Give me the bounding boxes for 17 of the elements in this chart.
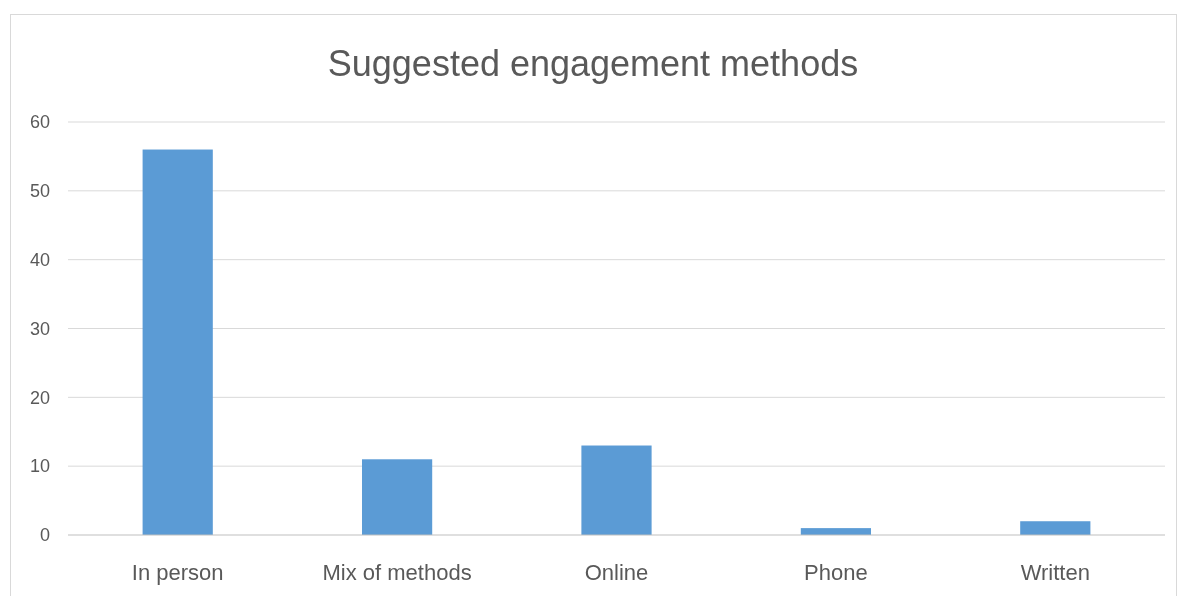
y-tick-label: 0	[39, 525, 50, 546]
chart-title: Suggested engagement methods	[327, 43, 859, 84]
x-tick-label: In person	[131, 560, 224, 585]
y-tick-label: 40	[29, 249, 50, 270]
y-tick-label: 10	[29, 456, 50, 477]
bar	[581, 445, 652, 535]
x-tick-label: Phone	[804, 560, 868, 585]
y-tick-label: 20	[29, 387, 50, 408]
bar	[142, 149, 213, 535]
bar	[1020, 521, 1091, 535]
x-tick-label: Mix of methods	[322, 560, 472, 585]
x-tick-label: Written	[1020, 560, 1090, 585]
y-tick-label: 50	[29, 181, 50, 202]
x-tick-label: Online	[584, 560, 649, 585]
y-tick-label: 30	[29, 318, 50, 339]
bar	[362, 459, 433, 535]
y-tick-label: 60	[29, 112, 50, 133]
